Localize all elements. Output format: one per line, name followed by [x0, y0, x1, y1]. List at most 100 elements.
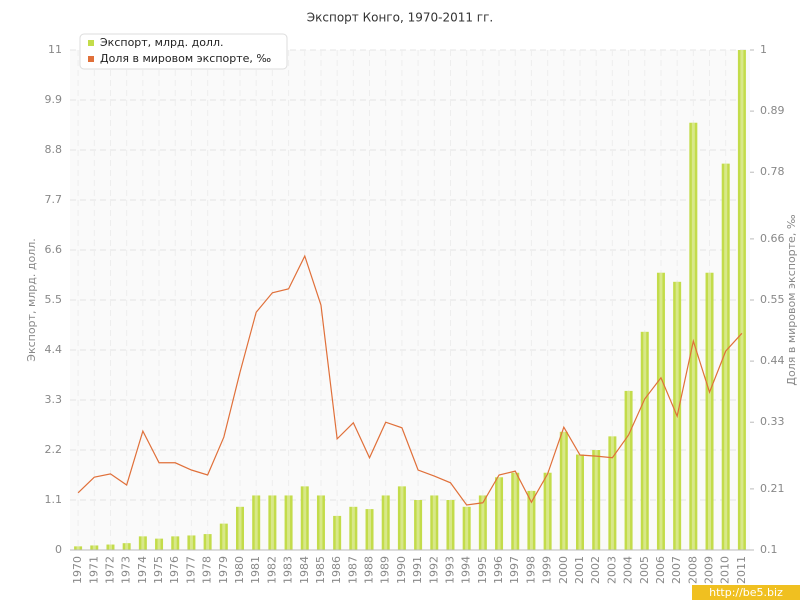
bar — [74, 546, 83, 550]
y-tick-label: 11 — [48, 43, 62, 56]
y2-tick-label: 0.78 — [760, 165, 785, 178]
x-tick-label: 1999 — [541, 556, 554, 584]
y2-tick-label: 0.1 — [760, 543, 778, 556]
x-tick-label: 1975 — [152, 556, 165, 584]
bar-highlight — [92, 545, 96, 550]
bar-highlight — [513, 472, 517, 550]
x-tick-label: 1983 — [282, 556, 295, 584]
bar-highlight — [76, 546, 80, 550]
x-tick-label: 1981 — [249, 556, 262, 584]
y-tick-label: 5.5 — [45, 293, 63, 306]
bar-highlight — [270, 495, 274, 550]
x-tick-label: 1994 — [460, 556, 473, 584]
bar — [462, 506, 471, 550]
bar — [284, 495, 293, 550]
y2-axis-title: Доля в мировом экспорте, ‰ — [785, 214, 798, 385]
bar-highlight — [529, 490, 533, 550]
bar — [219, 523, 228, 550]
bar-highlight — [351, 506, 355, 550]
y-tick-label: 8.8 — [45, 143, 63, 156]
y-tick-label: 2.2 — [45, 443, 63, 456]
x-tick-label: 2004 — [622, 556, 635, 584]
bar — [155, 538, 164, 550]
bar — [252, 495, 261, 550]
y2-tick-label: 0.21 — [760, 482, 785, 495]
y-tick-label: 9.9 — [45, 93, 63, 106]
x-tick-label: 1971 — [87, 556, 100, 584]
line — [77, 254, 743, 506]
bar-highlight — [546, 472, 550, 550]
bar-highlight — [335, 515, 339, 550]
chart-title: Экспорт Конго, 1970-2011 гг. — [307, 11, 493, 25]
bar-highlight — [740, 50, 744, 550]
x-tick-label: 1984 — [298, 556, 311, 584]
x-tick-label: 1987 — [346, 556, 359, 584]
bar — [414, 500, 423, 550]
y-tick-label: 7.7 — [45, 193, 63, 206]
watermark-bg — [692, 585, 800, 600]
bar-highlight — [189, 535, 193, 550]
x-tick-label: 2001 — [573, 556, 586, 584]
x-tick-label: 1998 — [524, 556, 537, 584]
x-tick-label: 2003 — [605, 556, 618, 584]
y-axis-title: Экспорт, млрд. долл. — [25, 238, 38, 361]
y2-tick-label: 0.89 — [760, 104, 785, 117]
x-tick-label: 1979 — [217, 556, 230, 584]
bar — [300, 486, 309, 550]
bar — [349, 506, 358, 550]
x-tick-label: 1989 — [379, 556, 392, 584]
x-tick-label: 2011 — [735, 556, 748, 584]
bar-highlight — [659, 272, 663, 550]
legend-label: Экспорт, млрд. долл. — [100, 36, 223, 49]
bar — [333, 515, 342, 550]
y2-tick-label: 0.55 — [760, 293, 785, 306]
bar — [106, 544, 115, 550]
x-tick-label: 1977 — [184, 556, 197, 584]
x-tick-label: 1985 — [314, 556, 327, 584]
lines — [77, 254, 743, 506]
x-tick-label: 2000 — [557, 556, 570, 584]
bar — [511, 472, 520, 550]
bar — [656, 272, 665, 550]
bar — [624, 390, 633, 550]
x-tick-label: 1990 — [395, 556, 408, 584]
bar — [559, 431, 568, 550]
bar-highlight — [125, 543, 129, 550]
bar-highlight — [432, 495, 436, 550]
bar — [365, 509, 374, 550]
bar — [138, 536, 147, 550]
x-tick-label: 1997 — [508, 556, 521, 584]
watermark: http://be5.biz — [709, 586, 783, 599]
bar — [737, 50, 746, 550]
bar-highlight — [206, 534, 210, 550]
bar-highlight — [254, 495, 258, 550]
x-tick-label: 1982 — [265, 556, 278, 584]
x-tick-label: 1992 — [427, 556, 440, 584]
y-tick-label: 3.3 — [45, 393, 63, 406]
bar-highlight — [368, 509, 372, 550]
bar-highlight — [238, 506, 242, 550]
bar-highlight — [303, 486, 307, 550]
x-tick-label: 2005 — [638, 556, 651, 584]
x-tick-label: 2006 — [654, 556, 667, 584]
legend-label: Доля в мировом экспорте, ‰ — [100, 52, 271, 65]
bar-highlight — [578, 454, 582, 550]
bar — [478, 495, 487, 550]
bar — [236, 506, 244, 550]
bar — [90, 545, 99, 550]
bar-highlight — [173, 536, 177, 550]
legend: Экспорт, млрд. долл. Доля в мировом эксп… — [79, 33, 288, 70]
bar — [705, 272, 714, 550]
x-tick-label: 1993 — [443, 556, 456, 584]
bar-highlight — [287, 495, 291, 550]
bar-highlight — [400, 486, 404, 550]
bar-highlight — [691, 122, 695, 551]
legend-swatch — [88, 40, 94, 46]
x-tick-label: 1980 — [233, 556, 246, 584]
legend-box — [79, 33, 288, 70]
bar-highlight — [627, 390, 631, 550]
bar — [430, 495, 439, 550]
bar-highlight — [384, 495, 388, 550]
y-tick-label: 4.4 — [45, 343, 63, 356]
bar-highlight — [481, 495, 485, 550]
